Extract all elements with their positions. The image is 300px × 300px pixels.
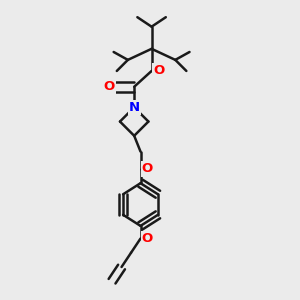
Text: O: O (142, 163, 153, 176)
Text: O: O (153, 64, 164, 77)
Text: O: O (142, 232, 153, 245)
Text: N: N (129, 101, 140, 114)
Text: O: O (103, 80, 115, 93)
